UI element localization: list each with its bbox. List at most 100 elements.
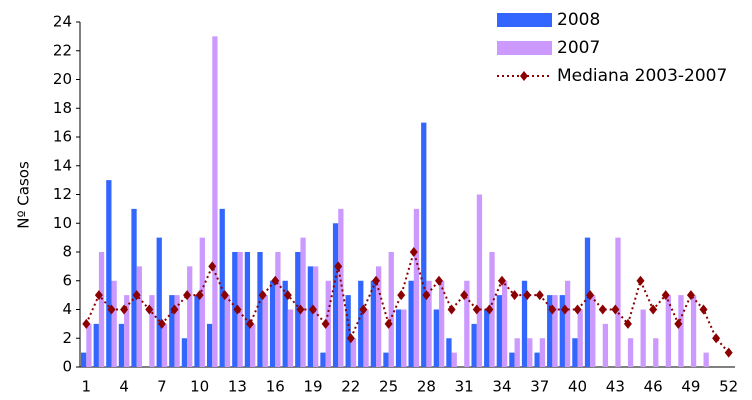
bar	[376, 266, 382, 367]
bar	[262, 295, 268, 367]
bar	[539, 338, 546, 367]
bar	[388, 252, 394, 367]
y-axis-label: Nº Casos	[15, 161, 33, 229]
x-tick-label: 4	[119, 378, 129, 396]
marker	[157, 318, 166, 329]
bar	[169, 295, 175, 367]
bar	[627, 338, 634, 367]
x-tick-label: 34	[492, 378, 511, 396]
bar	[244, 252, 251, 367]
bar	[564, 280, 571, 367]
x-tick-label: 13	[228, 378, 247, 396]
bar	[476, 194, 483, 367]
marker	[309, 304, 318, 315]
bar	[484, 309, 490, 367]
y-tick-label: 2	[62, 329, 72, 347]
marker	[674, 318, 683, 329]
marker	[372, 275, 381, 286]
bar	[496, 295, 502, 367]
bar	[690, 295, 697, 367]
bar	[93, 323, 99, 367]
x-tick-label: 7	[157, 378, 167, 396]
bar	[111, 280, 117, 367]
bar	[547, 295, 553, 367]
y-tick-label: 16	[53, 128, 72, 146]
marker	[82, 318, 91, 329]
y-tick-label: 12	[53, 185, 72, 203]
legend-marker	[520, 71, 528, 81]
x-tick-label: 31	[455, 378, 474, 396]
bar	[149, 295, 155, 367]
bar	[584, 237, 591, 367]
y-tick-label: 22	[53, 41, 72, 59]
marker	[560, 304, 569, 315]
line	[85, 248, 730, 354]
bar	[395, 309, 402, 367]
bar	[194, 295, 200, 367]
y-tick-label: 20	[53, 70, 72, 88]
x-tick-label: 10	[190, 378, 209, 396]
marker	[649, 304, 658, 315]
bar	[275, 252, 281, 367]
marker	[510, 290, 519, 301]
marker	[346, 333, 355, 344]
bar	[509, 352, 515, 367]
marker	[246, 318, 255, 329]
marker	[460, 290, 469, 301]
bar	[313, 266, 319, 367]
bar	[269, 280, 276, 367]
legend-label: 2008	[557, 10, 600, 30]
bar	[257, 252, 263, 367]
bar	[653, 338, 659, 367]
bar	[156, 237, 162, 367]
marker	[107, 304, 116, 315]
bar	[300, 237, 306, 367]
bar	[421, 122, 427, 367]
bar	[401, 309, 407, 367]
marker	[686, 290, 695, 301]
bar	[678, 295, 684, 367]
y-tick-label: 10	[53, 214, 72, 232]
x-tick-label: 28	[417, 378, 436, 396]
marker	[611, 304, 620, 315]
marker	[548, 304, 557, 315]
marker	[523, 290, 532, 301]
bar	[206, 323, 213, 367]
bar	[590, 295, 596, 367]
marker	[397, 290, 406, 301]
bar	[640, 309, 646, 367]
x-tick-label: 16	[266, 378, 285, 396]
x-tick-label: 25	[379, 378, 398, 396]
y-tick-label: 4	[62, 300, 72, 318]
bar	[287, 309, 294, 367]
marker	[485, 304, 494, 315]
bar	[124, 295, 130, 367]
y-tick-label: 14	[53, 156, 72, 174]
marker	[220, 290, 229, 301]
marker	[321, 318, 330, 329]
bar	[572, 338, 578, 367]
bar	[338, 208, 344, 367]
x-tick-label: 46	[644, 378, 663, 396]
marker	[712, 333, 721, 344]
x-tick-label: 40	[568, 378, 587, 396]
bar	[250, 323, 256, 367]
marker	[208, 261, 217, 272]
y-tick-label: 0	[62, 358, 72, 376]
bar	[383, 352, 389, 367]
marker	[661, 290, 670, 301]
bar	[514, 338, 520, 367]
marker	[384, 318, 393, 329]
bar	[86, 323, 92, 367]
bar	[534, 352, 540, 367]
bar	[131, 208, 137, 367]
bar	[413, 208, 420, 367]
bar	[426, 280, 432, 367]
marker	[120, 304, 129, 315]
marker	[535, 290, 544, 301]
x-tick-label: 19	[303, 378, 322, 396]
marker	[699, 304, 708, 315]
bar	[350, 338, 357, 367]
marker	[447, 304, 456, 315]
bar	[602, 323, 609, 367]
